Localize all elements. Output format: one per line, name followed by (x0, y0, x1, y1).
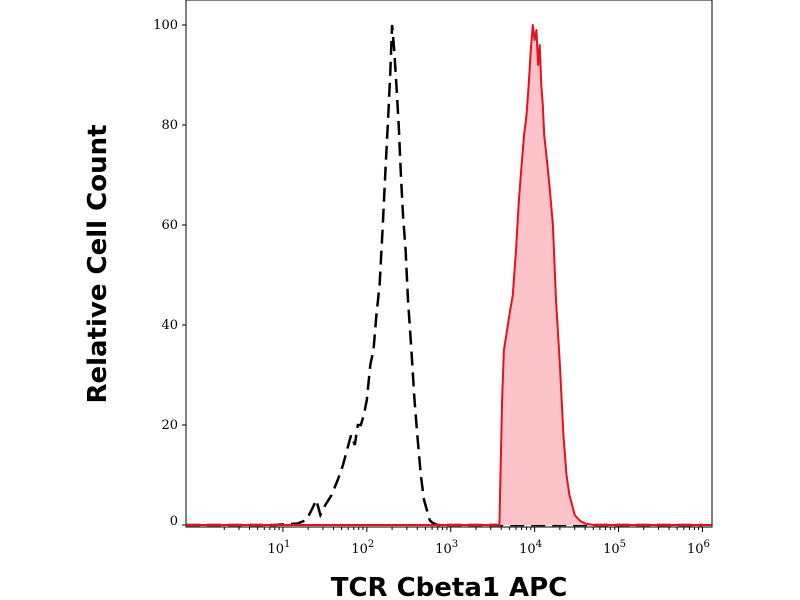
x-tick-label: 103 (435, 539, 458, 557)
x-tick-label: 102 (351, 539, 374, 557)
x-tick-label: 105 (603, 539, 626, 557)
x-axis-ticks: 101 102 103 104 105 106 (223, 527, 710, 557)
x-tick-label: 101 (267, 539, 290, 557)
y-tick-label: 40 (161, 318, 178, 333)
y-axis-title: Relative Cell Count (83, 124, 113, 403)
y-tick-label: 100 (153, 18, 178, 33)
plot-frame (185, 0, 713, 528)
stained-histogram-line (186, 24, 712, 526)
series-layer (186, 24, 712, 527)
y-tick-label: 80 (161, 118, 178, 133)
x-tick-label: 106 (687, 539, 710, 557)
stained-histogram-fill (186, 25, 712, 525)
control-histogram-line (186, 24, 703, 527)
x-tick-label: 104 (519, 539, 542, 557)
y-tick-label: 20 (161, 418, 178, 433)
x-axis-title: TCR Cbeta1 APC (331, 573, 568, 600)
y-tick-label: 60 (161, 218, 178, 233)
y-axis-ticks: 0 20 40 60 80 100 (153, 18, 186, 529)
plot-area (185, 0, 713, 528)
y-tick-label: 0 (170, 514, 178, 529)
